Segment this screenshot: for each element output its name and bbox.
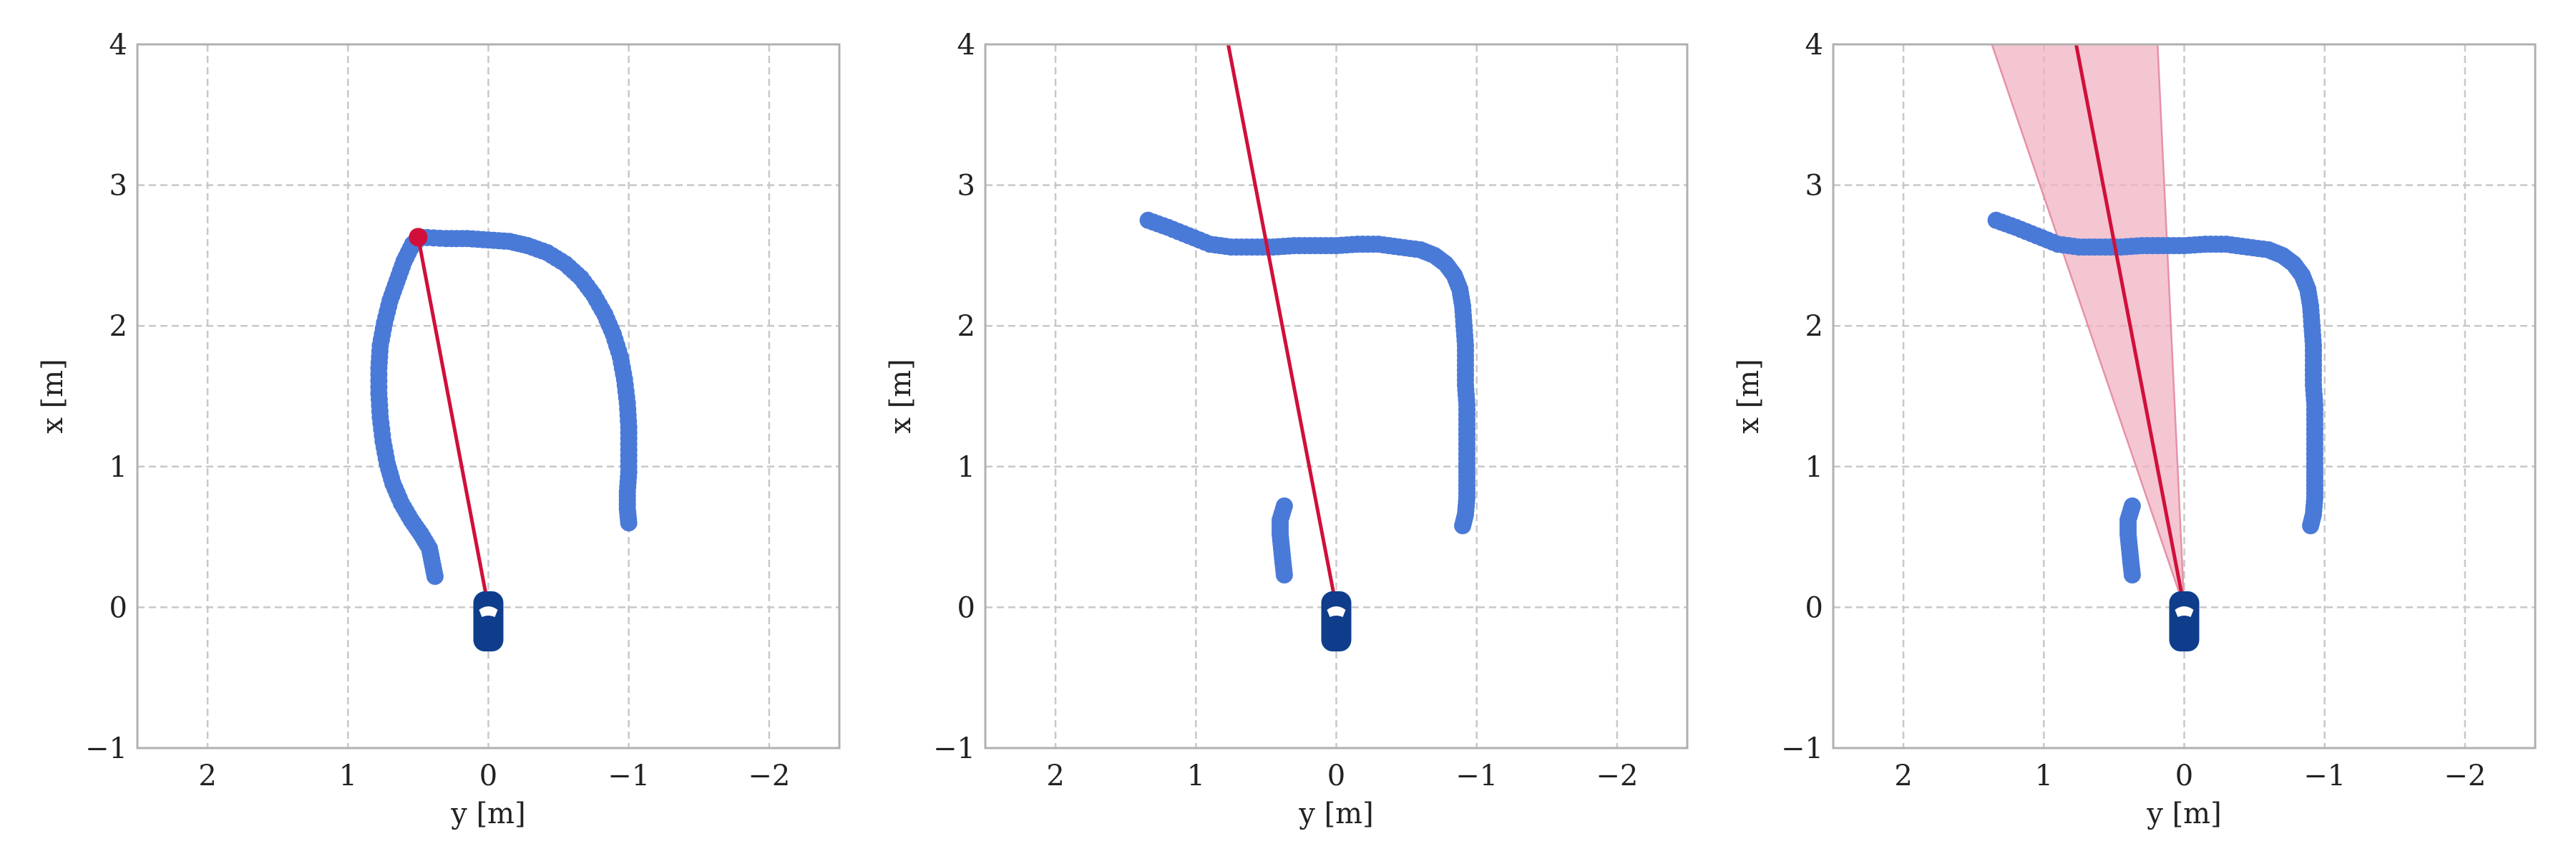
y-tick-label: 0 [1805, 591, 1823, 624]
y-tick-label: 1 [1805, 451, 1823, 484]
trajectory-point [1454, 517, 1472, 535]
y-tick-label: −1 [1781, 732, 1823, 765]
x-tick-label: −2 [1596, 759, 1638, 792]
chart-panel-2: 2 1 0 −1 −2 −1 0 1 2 3 4 y [m] x [m] [884, 29, 1689, 830]
y-tick-label: 4 [109, 29, 127, 62]
car-icon [473, 591, 504, 652]
trajectory-point [2123, 566, 2141, 584]
y-tick-label: 0 [957, 591, 975, 624]
x-axis-label: y [m] [1298, 797, 1373, 830]
y-tick-label: 0 [109, 591, 127, 624]
plot-frame [136, 43, 841, 749]
x-tick-label: −2 [2444, 759, 2486, 792]
y-tick-label: −1 [85, 732, 127, 765]
y-tick-label: 2 [109, 310, 127, 343]
car-windshield [2175, 606, 2194, 618]
x-axis-label: y [m] [450, 797, 525, 830]
trajectory-series-1 [370, 228, 638, 586]
plot-content [1139, 44, 1475, 652]
plot-content [1987, 44, 2323, 652]
x-tick-label: 1 [1187, 759, 1205, 792]
y-axis-label: x [m] [36, 359, 69, 433]
car-body [473, 591, 504, 652]
x-axis-label: y [m] [2146, 797, 2221, 830]
trajectory-point [2302, 517, 2320, 535]
y-tick-label: 2 [1805, 310, 1823, 343]
y-tick-label: 3 [957, 170, 975, 203]
x-tick-label: −1 [608, 759, 650, 792]
x-tick-label: 2 [1046, 759, 1064, 792]
uncertainty-cone [1991, 44, 2185, 608]
x-tick-label: 2 [1894, 759, 1912, 792]
target-point [409, 228, 428, 247]
car-body [1321, 591, 1352, 652]
x-tick-label: 1 [2035, 759, 2053, 792]
y-tick-label: 1 [109, 451, 127, 484]
car-icon [1321, 591, 1352, 652]
y-axis-label: x [m] [1732, 359, 1765, 433]
x-tick-label: 2 [198, 759, 216, 792]
x-tick-label: 1 [339, 759, 357, 792]
y-tick-label: 4 [957, 29, 975, 62]
trajectory-series-2 [2119, 497, 2141, 584]
y-tick-label: −1 [933, 732, 975, 765]
trajectory-point [1275, 566, 1293, 584]
pointing-ray [416, 235, 490, 609]
car-body [2169, 591, 2200, 652]
x-tick-label: 0 [2175, 759, 2193, 792]
x-tick-label: 0 [479, 759, 497, 792]
car-icon [2169, 591, 2200, 652]
plot-content [370, 228, 638, 652]
chart-panel-1: 2 1 0 −1 −2 −1 0 1 2 3 4 y [m] x [m] [36, 29, 841, 830]
trajectory-series-1 [1139, 211, 1475, 535]
y-tick-label: 3 [1805, 170, 1823, 203]
y-tick-label: 3 [109, 170, 127, 203]
pointing-ray [2074, 44, 2186, 609]
plot-frame [984, 43, 1689, 749]
x-tick-label: −1 [1455, 759, 1498, 792]
trajectory-series-2 [1272, 497, 1293, 584]
pointing-ray [1226, 44, 1338, 609]
chart-panel-3: 2 1 0 −1 −2 −1 0 1 2 3 4 y [m] x [m] [1732, 29, 2537, 830]
x-tick-label: −2 [748, 759, 790, 792]
y-tick-label: 1 [957, 451, 975, 484]
car-windshield [1327, 606, 1346, 618]
y-tick-label: 4 [1805, 29, 1823, 62]
plot-frame [1832, 43, 2537, 749]
x-tick-label: −1 [2303, 759, 2346, 792]
trajectory-point [620, 514, 638, 532]
y-tick-label: 2 [957, 310, 975, 343]
y-axis-label: x [m] [884, 359, 917, 433]
trajectory-series-1 [1987, 211, 2323, 535]
car-windshield [479, 606, 498, 618]
x-tick-label: 0 [1327, 759, 1345, 792]
